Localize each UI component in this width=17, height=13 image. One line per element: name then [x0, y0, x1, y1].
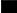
Text: Cathode wall (b = 11.885): Cathode wall (b = 11.885): [5, 0, 17, 13]
Text: = 0.1 E[V/cm] / p [cmHg]: = 0.1 E[V/cm] / p [cmHg]: [4, 6, 17, 13]
Text: v$_\mathregular{d}$ [cm/µs]: v$_\mathregular{d}$ [cm/µs]: [4, 6, 17, 13]
Line: 25 μm: 25 μm: [2, 3, 14, 12]
Line: 50 μm: 50 μm: [2, 4, 14, 12]
Line: 10 μm: 10 μm: [2, 2, 14, 12]
Line: 100 μm: 100 μm: [2, 5, 14, 12]
10 μm: [3, 11, 4, 12]
100 μm: [3, 11, 4, 12]
25 μm: [3, 11, 4, 12]
50 μm: [3, 11, 4, 12]
Text: (Bistline, 1948): (Bistline, 1948): [4, 7, 17, 13]
